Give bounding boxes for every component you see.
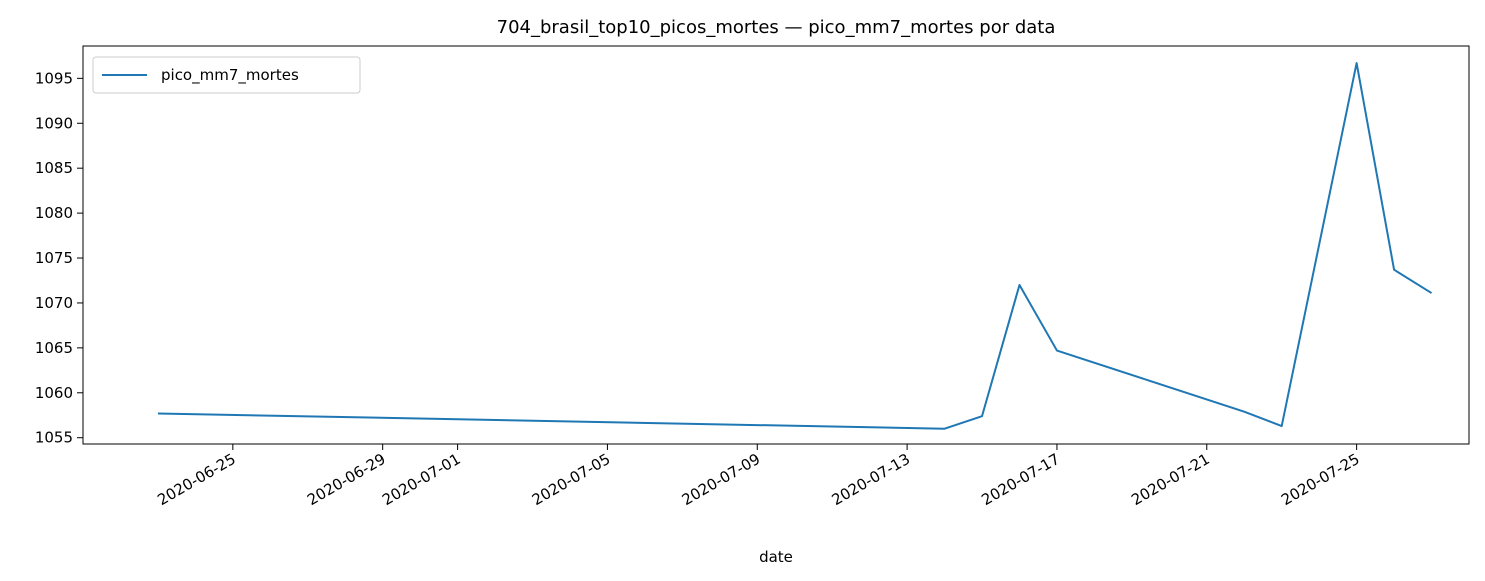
y-tick-label: 1090 (35, 114, 73, 132)
y-tick-label: 1075 (35, 249, 73, 267)
x-axis-label: date (759, 548, 793, 566)
chart-title: 704_brasil_top10_picos_mortes — pico_mm7… (497, 17, 1056, 38)
y-tick-label: 1080 (35, 204, 73, 222)
y-tick-label: 1085 (35, 159, 73, 177)
legend-box (92, 56, 361, 94)
y-tick-label: 1060 (35, 384, 73, 402)
series-line (157, 62, 1433, 430)
y-tick-label: 1095 (35, 69, 73, 87)
legend: pico_mm7_mortes (92, 56, 361, 94)
y-tick-label: 1070 (35, 294, 73, 312)
plot-frame (82, 45, 1470, 445)
y-tick-label: 1065 (35, 339, 73, 357)
legend-label: pico_mm7_mortes (161, 66, 299, 85)
y-tick-label: 1055 (35, 429, 73, 447)
